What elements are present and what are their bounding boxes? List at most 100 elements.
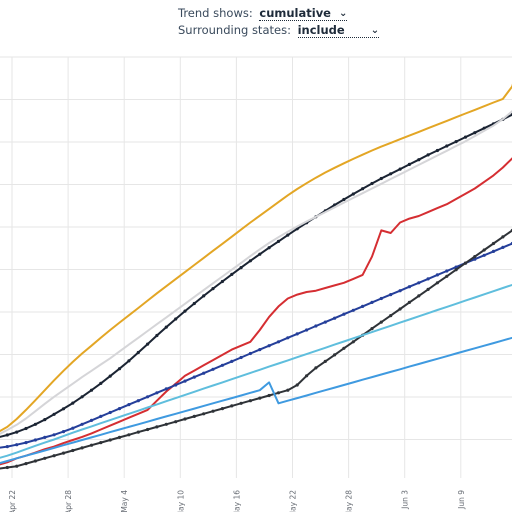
data-point [267, 246, 271, 250]
data-point [379, 296, 383, 301]
data-point [127, 433, 131, 437]
data-point [5, 445, 9, 449]
data-point [258, 252, 262, 256]
data-point [146, 342, 150, 346]
data-point [342, 346, 346, 350]
data-point [276, 239, 281, 243]
series-line-8 [0, 336, 512, 465]
data-point [211, 367, 215, 371]
data-point [454, 268, 458, 272]
data-point [389, 293, 393, 297]
data-point [379, 176, 383, 181]
x-tick-label: Jun 9 [457, 490, 466, 510]
data-point [314, 324, 318, 328]
data-point [426, 277, 430, 281]
data-point [230, 272, 234, 276]
data-point [127, 403, 131, 407]
trend-dropdown[interactable]: cumulative ⌄ [259, 6, 348, 21]
data-point [482, 126, 486, 130]
data-point [33, 422, 38, 426]
data-point [24, 462, 28, 466]
data-point [333, 316, 337, 320]
data-point [501, 235, 505, 239]
data-point [351, 308, 355, 312]
data-point [155, 391, 159, 395]
states-value: include [297, 23, 345, 37]
data-point [333, 353, 337, 357]
data-point [117, 367, 122, 371]
data-point [127, 359, 131, 363]
data-point [136, 430, 140, 434]
data-point [174, 420, 178, 424]
data-point [445, 269, 449, 273]
data-point [174, 383, 178, 387]
data-point [136, 399, 140, 403]
data-point [248, 351, 252, 356]
chevron-down-icon: ⌄ [339, 8, 348, 19]
data-point [52, 454, 56, 458]
data-point [24, 441, 28, 445]
states-dropdown[interactable]: include ⌄ [297, 23, 380, 38]
data-point [305, 374, 309, 378]
data-point [15, 443, 19, 447]
data-point [43, 435, 47, 439]
data-point [482, 248, 486, 252]
x-axis: Apr 22 Apr 28 May 4 May 10 May 16 May 22 May 2… [8, 490, 466, 512]
x-tick-label: May 16 [232, 490, 241, 512]
data-point [417, 294, 421, 298]
data-point [351, 192, 355, 196]
data-point [202, 371, 206, 375]
data-point [295, 332, 299, 336]
data-point [24, 426, 28, 431]
data-point [33, 459, 38, 463]
data-point [61, 430, 66, 434]
data-point [192, 375, 196, 379]
data-point [407, 300, 411, 304]
series-line-7 [0, 283, 512, 459]
data-point [220, 363, 224, 367]
data-point [183, 309, 187, 313]
chart-series [0, 83, 512, 470]
data-point [370, 300, 374, 304]
data-point [43, 456, 47, 460]
data-point [89, 418, 94, 422]
x-tick-label: May 28 [345, 490, 354, 512]
data-point [183, 417, 187, 421]
data-point [295, 383, 299, 387]
data-point [164, 325, 168, 329]
data-point [435, 148, 439, 153]
data-point [183, 379, 187, 383]
data-point [305, 328, 309, 332]
data-point [276, 340, 281, 344]
data-point [99, 381, 103, 385]
data-point [398, 289, 402, 293]
data-point [108, 410, 112, 415]
x-tick-label: Jun 3 [401, 490, 410, 510]
series-line-3 [0, 110, 512, 435]
data-point [407, 162, 411, 166]
data-point [248, 259, 252, 263]
data-point [5, 465, 9, 470]
data-point [286, 388, 290, 392]
data-point [491, 249, 496, 253]
data-point [370, 181, 374, 186]
series-line-1 [0, 113, 512, 438]
data-point [323, 320, 327, 324]
data-point [473, 255, 477, 259]
data-point [463, 135, 468, 139]
data-point [258, 348, 262, 352]
data-point [230, 359, 234, 363]
data-point [417, 158, 421, 162]
data-point [417, 281, 421, 285]
data-point [146, 427, 150, 432]
data-point [117, 435, 122, 439]
data-point [71, 401, 75, 405]
data-point [202, 294, 206, 298]
data-point [5, 433, 9, 437]
series-line-6 [0, 228, 512, 470]
data-point [482, 253, 486, 257]
trend-label: Trend shows: [178, 6, 253, 20]
data-point [267, 344, 271, 348]
x-tick-label: May 10 [176, 490, 185, 512]
